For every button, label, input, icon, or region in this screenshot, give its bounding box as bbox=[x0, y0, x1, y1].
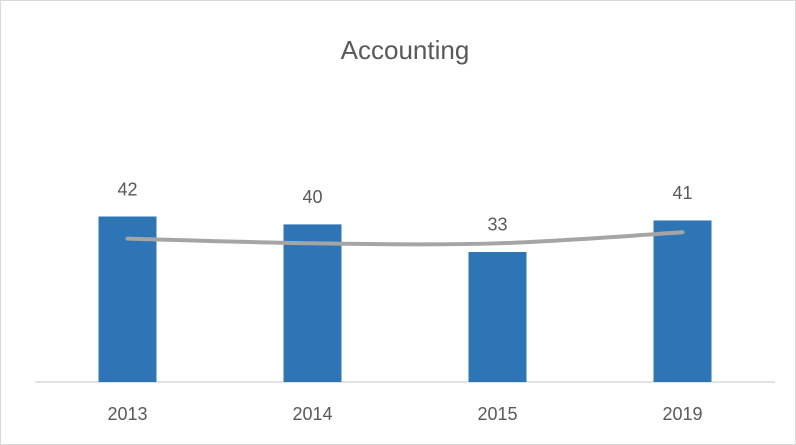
data-label: 42 bbox=[117, 179, 137, 199]
bar bbox=[98, 216, 157, 382]
bar bbox=[468, 251, 527, 382]
chart-title: Accounting bbox=[341, 35, 470, 65]
data-label: 41 bbox=[672, 183, 692, 203]
data-label: 33 bbox=[487, 215, 507, 235]
line bbox=[125, 230, 685, 247]
x-tick-label: 2019 bbox=[662, 404, 702, 424]
bar bbox=[283, 224, 342, 382]
x-tick-label: 2014 bbox=[292, 404, 332, 424]
x-tick-label: 2013 bbox=[107, 404, 147, 424]
bar bbox=[653, 220, 712, 382]
x-tick-label: 2015 bbox=[477, 404, 517, 424]
data-label: 40 bbox=[302, 187, 322, 207]
